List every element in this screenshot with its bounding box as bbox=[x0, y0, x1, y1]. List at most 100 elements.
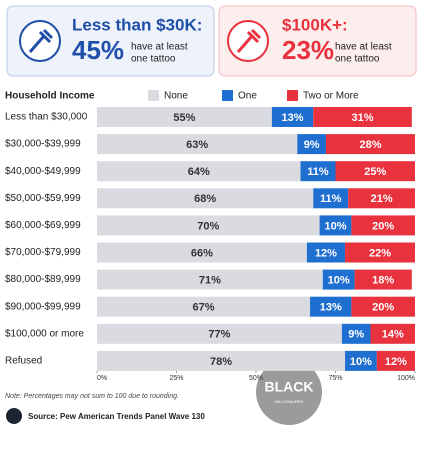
value-label: 18% bbox=[372, 275, 394, 287]
bar-segment bbox=[97, 107, 272, 127]
legend-label: Two or More bbox=[303, 91, 359, 102]
tattoo-icon-machine bbox=[28, 28, 54, 53]
source-icon bbox=[6, 408, 22, 424]
legend-swatch bbox=[222, 90, 233, 101]
bar-segment bbox=[97, 215, 320, 236]
value-label: 10% bbox=[350, 356, 372, 368]
category-label: $50,000-$59,999 bbox=[5, 193, 81, 204]
bar-segment bbox=[348, 188, 415, 209]
bar-segment bbox=[271, 107, 314, 127]
bar-segment bbox=[97, 323, 342, 344]
bar-segment bbox=[97, 269, 323, 290]
x-tick-label: 0% bbox=[97, 375, 107, 382]
card-title: Less than $30K: bbox=[72, 15, 202, 34]
note: Note: Percentages may not sum to 100 due… bbox=[5, 393, 179, 400]
value-label: 28% bbox=[359, 139, 381, 151]
value-label: 22% bbox=[369, 247, 391, 259]
card-text: one tattoo bbox=[131, 54, 176, 65]
card-text: have at least bbox=[131, 42, 188, 53]
bar-segment bbox=[97, 161, 301, 182]
category-label: $90,000-$99,999 bbox=[5, 301, 81, 312]
bar-segment bbox=[97, 134, 298, 155]
watermark-badge bbox=[256, 359, 322, 425]
value-label: 13% bbox=[282, 112, 304, 124]
card-text: one tattoo bbox=[335, 54, 380, 65]
legend-label: None bbox=[164, 91, 188, 102]
value-label: 67% bbox=[193, 302, 215, 314]
bar-segment bbox=[97, 188, 314, 209]
legend-label: One bbox=[238, 91, 257, 102]
card-value: 45% bbox=[72, 35, 124, 65]
bar-segment bbox=[351, 215, 415, 236]
value-label: 70% bbox=[197, 220, 219, 232]
bar-segment bbox=[376, 350, 415, 371]
category-label: Refused bbox=[5, 356, 42, 367]
value-label: 14% bbox=[382, 329, 404, 341]
category-label: Less than $30,000 bbox=[5, 112, 88, 123]
value-label: 68% bbox=[194, 193, 216, 205]
x-tick-label: 100% bbox=[397, 375, 415, 382]
value-label: 13% bbox=[320, 302, 342, 314]
value-label: 11% bbox=[320, 193, 342, 205]
value-label: 25% bbox=[364, 166, 386, 178]
value-label: 9% bbox=[348, 329, 364, 341]
bar-segment bbox=[319, 215, 352, 236]
bar-segment bbox=[351, 296, 415, 317]
category-label: $70,000-$79,999 bbox=[5, 247, 81, 258]
bar-segment bbox=[97, 242, 307, 263]
value-label: 78% bbox=[210, 356, 232, 368]
bar-segment bbox=[345, 350, 377, 371]
card-text: have at least bbox=[335, 42, 392, 53]
value-label: 9% bbox=[304, 139, 320, 151]
x-tick-label: 25% bbox=[169, 375, 183, 382]
category-label: $30,000-$39,999 bbox=[5, 139, 81, 150]
value-label: 77% bbox=[208, 329, 230, 341]
legend-swatch bbox=[287, 90, 298, 101]
value-label: 66% bbox=[191, 247, 213, 259]
axis-title: Household Income bbox=[5, 91, 95, 102]
bar-segment bbox=[297, 134, 326, 155]
tattoo-icon-machine bbox=[236, 28, 262, 53]
bar-segment bbox=[345, 242, 415, 263]
value-label: 64% bbox=[188, 166, 210, 178]
category-label: $60,000-$69,999 bbox=[5, 220, 81, 231]
bar-segment bbox=[310, 296, 352, 317]
value-label: 12% bbox=[385, 356, 407, 368]
card-left bbox=[6, 5, 215, 77]
value-label: 31% bbox=[352, 112, 374, 124]
bar-segment bbox=[325, 134, 415, 155]
bar-segment bbox=[370, 323, 415, 344]
source: Source: Pew American Trends Panel Wave 1… bbox=[28, 412, 205, 421]
value-label: 11% bbox=[307, 166, 329, 178]
legend-swatch bbox=[148, 90, 159, 101]
bar-segment bbox=[313, 188, 349, 209]
value-label: 20% bbox=[372, 220, 394, 232]
value-label: 20% bbox=[372, 302, 394, 314]
bar-segment bbox=[97, 296, 311, 317]
value-label: 21% bbox=[371, 193, 393, 205]
value-label: 71% bbox=[199, 275, 221, 287]
value-label: 63% bbox=[186, 139, 208, 151]
value-label: 55% bbox=[173, 112, 195, 124]
bar-segment bbox=[335, 161, 415, 182]
bar-segment bbox=[322, 269, 355, 290]
bar-segment bbox=[97, 350, 346, 371]
card-title: $100K+: bbox=[282, 15, 348, 34]
bar-segment bbox=[341, 323, 371, 344]
category-label: $80,000-$89,999 bbox=[5, 274, 81, 285]
bar-segment bbox=[300, 161, 336, 182]
watermark-subtitle: MILLIONAIRES bbox=[275, 399, 303, 404]
card-right bbox=[218, 5, 417, 77]
bar-segment bbox=[306, 242, 346, 263]
card-value: 23% bbox=[282, 35, 334, 65]
value-label: 12% bbox=[315, 247, 337, 259]
category-label: $100,000 or more bbox=[5, 328, 84, 339]
watermark-title: BLACK bbox=[265, 379, 314, 395]
bar-segment bbox=[354, 269, 412, 290]
value-label: 10% bbox=[328, 275, 350, 287]
x-tick-label: 50% bbox=[249, 375, 263, 382]
x-tick-label: 75% bbox=[328, 375, 342, 382]
value-label: 10% bbox=[324, 220, 346, 232]
